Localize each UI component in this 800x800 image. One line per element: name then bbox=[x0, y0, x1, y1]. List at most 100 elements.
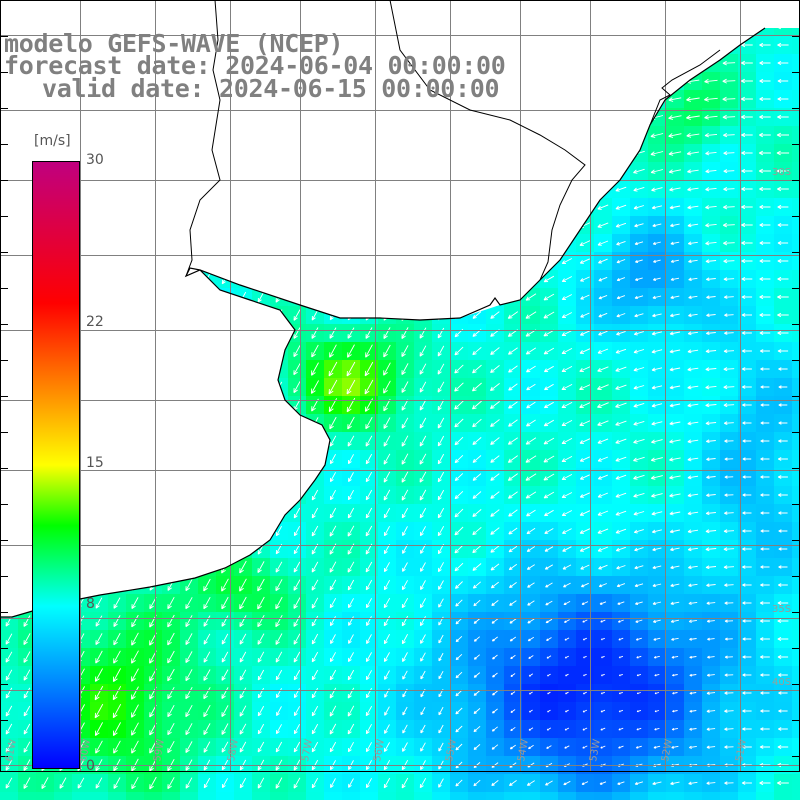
wind-arrow bbox=[490, 509, 500, 517]
wind-speed-cell bbox=[792, 126, 800, 145]
wind-speed-cell bbox=[252, 522, 271, 541]
wind-arrow bbox=[311, 327, 319, 339]
wind-arrow bbox=[23, 417, 31, 429]
wind-arrow bbox=[651, 79, 663, 84]
wind-arrow bbox=[669, 61, 681, 66]
wind-arrow bbox=[724, 583, 734, 587]
wind-speed-cell bbox=[342, 162, 361, 181]
wind-speed-cell bbox=[504, 162, 523, 181]
wind-arrow bbox=[706, 601, 716, 605]
wind-speed-cell bbox=[234, 396, 253, 415]
wind-arrow bbox=[419, 273, 427, 285]
wind-arrow bbox=[759, 619, 770, 623]
wind-speed-cell bbox=[0, 144, 19, 163]
wind-speed-cell bbox=[126, 792, 145, 800]
wind-arrow bbox=[95, 273, 103, 285]
wind-arrow bbox=[257, 345, 265, 357]
wind-speed-cell bbox=[180, 396, 199, 415]
wind-arrow bbox=[437, 562, 444, 573]
wind-arrow bbox=[23, 327, 31, 339]
wind-arrow bbox=[186, 4, 191, 14]
wind-speed-cell bbox=[288, 234, 307, 253]
wind-arrow bbox=[616, 277, 626, 282]
wind-speed-cell bbox=[306, 270, 325, 289]
wind-speed-cell bbox=[108, 504, 127, 523]
wind-arrow bbox=[221, 489, 228, 501]
wind-arrow bbox=[633, 78, 645, 84]
wind-arrow bbox=[293, 201, 301, 213]
wind-arrow bbox=[239, 651, 247, 663]
wind-speed-cell bbox=[486, 288, 505, 307]
wind-speed-cell bbox=[432, 306, 451, 325]
wind-arrow bbox=[113, 632, 121, 646]
wind-speed-cell bbox=[378, 144, 397, 163]
wind-arrow bbox=[455, 689, 463, 697]
wind-arrow bbox=[419, 111, 427, 123]
wind-arrow bbox=[168, 4, 174, 14]
wind-arrow bbox=[616, 7, 626, 11]
wind-arrow bbox=[582, 709, 588, 713]
wind-arrow bbox=[23, 453, 31, 465]
wind-arrow bbox=[544, 383, 554, 391]
wind-arrow bbox=[438, 634, 444, 644]
wind-arrow bbox=[167, 400, 174, 411]
wind-arrow bbox=[615, 222, 627, 228]
wind-arrow bbox=[724, 619, 734, 623]
wind-speed-cell bbox=[252, 144, 271, 163]
wind-speed-cell bbox=[126, 450, 145, 469]
wind-arrow bbox=[490, 167, 500, 175]
wind-arrow bbox=[293, 273, 301, 285]
wind-speed-cell bbox=[90, 234, 109, 253]
wind-arrow bbox=[525, 113, 537, 121]
wind-speed-cell bbox=[144, 558, 163, 577]
wind-arrow bbox=[777, 475, 788, 479]
wind-speed-cell bbox=[216, 486, 235, 505]
wind-speed-cell bbox=[126, 576, 145, 595]
wind-arrow bbox=[564, 745, 570, 749]
wind-arrow bbox=[204, 4, 209, 13]
wind-speed-cell bbox=[252, 270, 271, 289]
wind-arrow bbox=[526, 6, 536, 13]
wind-arrow bbox=[5, 309, 13, 321]
lagoon-outline bbox=[649, 49, 721, 126]
wind-arrow bbox=[634, 781, 644, 786]
wind-arrow bbox=[579, 186, 591, 192]
wind-arrow bbox=[742, 619, 752, 623]
wind-arrow bbox=[455, 617, 463, 625]
wind-speed-cell bbox=[234, 216, 253, 235]
wind-speed-cell bbox=[540, 180, 559, 199]
wind-arrow bbox=[131, 686, 139, 700]
wind-speed-cell bbox=[522, 180, 541, 199]
wind-arrow bbox=[41, 147, 49, 159]
wind-arrow bbox=[24, 220, 30, 230]
wind-speed-cell bbox=[558, 144, 577, 163]
wind-arrow bbox=[454, 562, 464, 572]
wind-arrow bbox=[5, 219, 12, 231]
wind-arrow bbox=[401, 580, 408, 591]
wind-arrow bbox=[741, 385, 752, 389]
wind-speed-cell bbox=[198, 216, 217, 235]
wind-arrow bbox=[528, 673, 534, 677]
wind-speed-cell bbox=[270, 432, 289, 451]
wind-arrow bbox=[636, 709, 642, 713]
wind-speed-cell bbox=[540, 162, 559, 181]
wind-arrow bbox=[759, 655, 770, 659]
wind-arrow bbox=[5, 345, 13, 357]
wind-arrow bbox=[203, 723, 211, 735]
wind-arrow bbox=[329, 291, 336, 303]
wind-arrow bbox=[293, 381, 301, 394]
wind-arrow bbox=[741, 222, 753, 228]
wind-arrow bbox=[437, 219, 445, 231]
wind-arrow bbox=[131, 309, 139, 321]
wind-arrow bbox=[706, 691, 716, 695]
wind-arrow bbox=[203, 292, 210, 303]
wind-arrow bbox=[652, 583, 662, 588]
wind-arrow bbox=[5, 399, 13, 411]
wind-arrow bbox=[688, 601, 698, 605]
wind-arrow bbox=[113, 561, 121, 573]
wind-speed-cell bbox=[432, 216, 451, 235]
wind-arrow bbox=[598, 330, 608, 336]
wind-speed-cell bbox=[504, 792, 523, 800]
wind-arrow bbox=[492, 690, 498, 696]
wind-speed-cell bbox=[162, 558, 181, 577]
